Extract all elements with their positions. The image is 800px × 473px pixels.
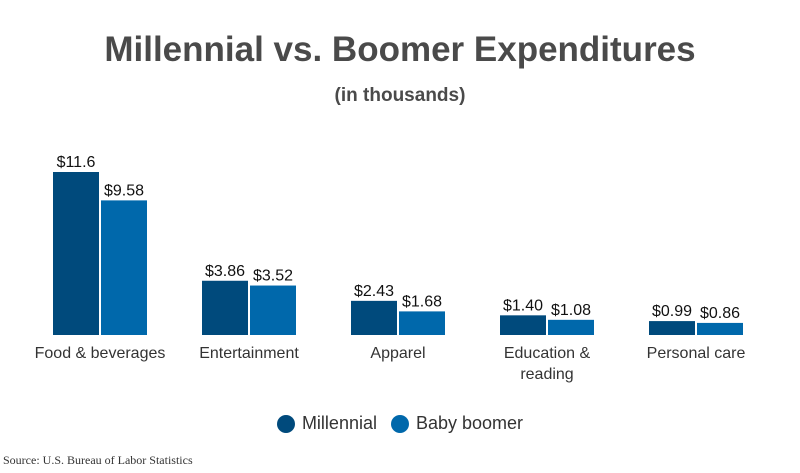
legend-item-millennial: Millennial: [276, 413, 377, 434]
legend-swatch-baby-boomer: [390, 414, 409, 433]
data-label-millennial-1: $3.86: [205, 263, 245, 280]
data-label-millennial-4: $0.99: [652, 303, 692, 320]
bar-baby-boomer-2: [399, 311, 445, 335]
data-label-baby-boomer-3: $1.08: [551, 302, 591, 319]
chart-subtitle: (in thousands): [334, 85, 466, 106]
legend-label-millennial: Millennial: [301, 413, 377, 433]
data-label-millennial-2: $2.43: [354, 283, 394, 300]
bar-millennial-3: [500, 315, 546, 335]
bar-baby-boomer-0: [101, 200, 147, 335]
data-label-baby-boomer-2: $1.68: [402, 293, 442, 310]
bar-baby-boomer-4: [697, 322, 743, 335]
bar-baby-boomer-1: [250, 285, 296, 335]
legend-item-baby-boomer: Baby boomer: [390, 413, 524, 434]
bar-millennial-0: [53, 172, 99, 335]
data-label-baby-boomer-0: $9.58: [104, 182, 144, 199]
legend-label-baby-boomer: Baby boomer: [415, 413, 524, 433]
legend: Millennial Baby boomer: [0, 413, 800, 434]
data-label-baby-boomer-1: $3.52: [253, 268, 293, 285]
bar-millennial-4: [649, 321, 695, 335]
bar-millennial-2: [351, 300, 397, 335]
source-note: Source: U.S. Bureau of Labor Statistics: [3, 453, 193, 467]
category-label-2: Apparel: [370, 345, 425, 362]
category-label-3: Education & reading: [504, 345, 591, 383]
bar-baby-boomer-3: [548, 319, 594, 335]
bar-millennial-1: [202, 280, 248, 335]
data-label-millennial-0: $11.6: [57, 154, 96, 171]
category-label-0: Food & beverages: [35, 345, 166, 362]
category-label-1: Entertainment: [199, 345, 299, 362]
legend-swatch-millennial: [276, 414, 295, 433]
category-label-4: Personal care: [647, 345, 746, 362]
chart-title: Millennial vs. Boomer Expenditures: [104, 30, 696, 69]
data-label-baby-boomer-4: $0.86: [700, 305, 740, 322]
data-label-millennial-3: $1.40: [503, 297, 543, 314]
